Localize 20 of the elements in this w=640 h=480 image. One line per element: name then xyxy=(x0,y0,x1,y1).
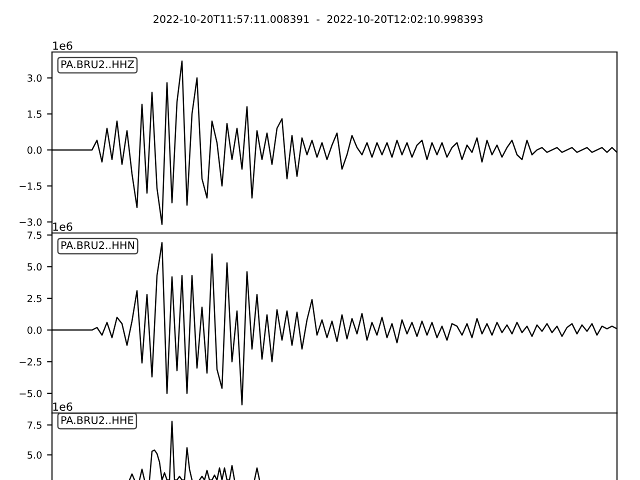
y-tick-label: 1.5 xyxy=(28,110,42,118)
y-tick-label: 3.0 xyxy=(28,74,42,82)
text: 1e6 xyxy=(53,41,72,50)
annotation: PA.BRU2..HHE xyxy=(61,416,134,424)
annotation: PA.BRU2..HHN xyxy=(61,241,134,250)
y-tick-label: −2.5 xyxy=(20,358,42,366)
annotation: PA.BRU2..HHZ xyxy=(61,60,134,68)
y-tick-label: −5.0 xyxy=(20,390,42,398)
y-tick-label: 0.0 xyxy=(27,326,42,334)
y-tick-label: 5.0 xyxy=(28,451,42,459)
y-tick-label: −1.5 xyxy=(20,182,42,190)
y-tick-label: 7.5 xyxy=(28,232,42,239)
y-tick-label: 5.0 xyxy=(28,263,42,271)
annotation: 1e6 xyxy=(53,402,72,411)
chart-title: 2022-10-20T11:57:11.008391 - 2022-10-20T12:02:10.998393 xyxy=(154,15,483,24)
y-tick-label: −3.0 xyxy=(20,218,42,226)
annotation: 1e6 xyxy=(53,222,72,231)
y-tick-label: 0.0 xyxy=(27,146,42,154)
y-tick-label: 7.5 xyxy=(28,422,42,429)
y-tick-label: 2.5 xyxy=(28,294,42,302)
